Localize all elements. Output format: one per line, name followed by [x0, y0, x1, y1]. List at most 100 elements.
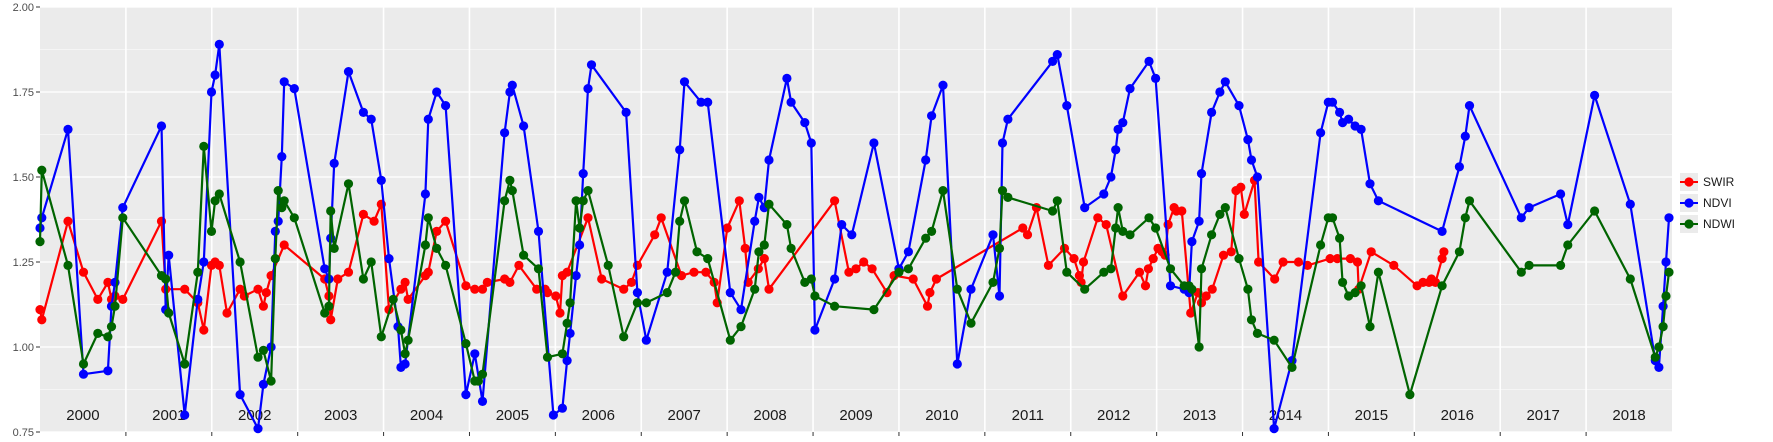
data-point-ndvi	[461, 390, 471, 400]
data-point-swir	[764, 284, 774, 294]
data-point-swir	[279, 240, 289, 250]
series-swir	[35, 175, 1449, 335]
data-point-ndwi	[235, 257, 245, 267]
data-point-swir	[1148, 254, 1158, 264]
data-point-ndwi	[571, 196, 581, 206]
data-point-ndwi	[830, 301, 840, 311]
data-point-swir	[441, 216, 451, 226]
data-point-swir	[1352, 257, 1363, 267]
data-point-ndvi	[235, 390, 245, 400]
data-point-swir	[619, 284, 629, 294]
data-point-swir	[1345, 254, 1355, 264]
data-point-ndwi	[253, 352, 263, 362]
data-point-ndwi	[358, 274, 368, 284]
data-point-swir	[1177, 206, 1187, 216]
data-point-ndwi	[952, 284, 962, 294]
data-point-ndvi	[1048, 56, 1058, 66]
data-point-swir	[1239, 209, 1249, 219]
data-point-ndvi	[1113, 124, 1123, 134]
data-point-swir	[235, 284, 245, 294]
data-point-swir	[1078, 257, 1089, 267]
data-point-ndwi	[1516, 267, 1526, 277]
data-point-ndvi	[1144, 56, 1154, 66]
data-point-ndwi	[662, 288, 672, 298]
data-point-ndvi	[420, 189, 430, 199]
data-point-ndvi	[441, 101, 451, 111]
data-point-ndvi	[750, 216, 760, 226]
data-point-ndwi	[754, 247, 764, 257]
data-point-ndwi	[376, 332, 386, 342]
data-point-ndwi	[1563, 240, 1573, 250]
data-point-ndvi	[1118, 118, 1128, 128]
data-point-swir	[859, 257, 869, 267]
data-point-swir	[37, 315, 47, 325]
data-point-swir	[369, 216, 379, 226]
data-point-ndvi	[703, 97, 713, 107]
data-point-ndvi	[679, 77, 690, 87]
data-point-swir	[931, 274, 942, 284]
data-point-ndwi	[423, 213, 433, 223]
data-point-ndwi	[1338, 277, 1348, 287]
data-point-ndwi	[214, 189, 224, 199]
year-label-2015: 2015	[1355, 407, 1388, 424]
data-point-swir	[597, 274, 607, 284]
data-point-ndwi	[1590, 206, 1600, 216]
data-point-ndwi	[1052, 196, 1062, 206]
data-point-ndvi	[1524, 203, 1534, 213]
data-point-ndwi	[1650, 352, 1660, 362]
data-point-ndvi	[927, 111, 937, 121]
year-label-2013: 2013	[1183, 407, 1216, 424]
data-point-swir	[326, 315, 336, 325]
data-point-ndwi	[258, 345, 268, 355]
data-point-ndvi	[199, 257, 209, 267]
data-point-ndwi	[343, 179, 354, 189]
data-point-ndvi	[952, 359, 962, 369]
data-point-ndwi	[1460, 213, 1470, 223]
data-point-ndvi	[1111, 145, 1121, 155]
data-point-ndvi	[903, 247, 914, 257]
legend-label-ndvi: NDVI	[1703, 196, 1732, 210]
data-point-swir	[851, 264, 861, 274]
data-point-ndvi	[400, 359, 410, 369]
legend-key-point	[1684, 219, 1694, 229]
data-point-ndvi	[725, 288, 735, 298]
data-point-ndvi	[63, 124, 73, 134]
data-point-swir	[253, 284, 263, 294]
data-point-ndwi	[161, 274, 171, 284]
data-point-ndwi	[1437, 281, 1447, 291]
data-point-ndvi	[1437, 226, 1447, 236]
data-point-swir	[103, 277, 113, 287]
data-point-ndwi	[1220, 203, 1230, 213]
data-point-swir	[1226, 247, 1236, 257]
data-point-swir	[551, 291, 561, 301]
year-label-2007: 2007	[668, 407, 701, 424]
data-point-ndwi	[1187, 284, 1197, 294]
year-label-2006: 2006	[582, 407, 615, 424]
y-tick-label: 1.75	[13, 87, 34, 99]
data-point-ndvi	[78, 369, 89, 379]
data-point-swir	[1143, 264, 1153, 274]
year-label-2003: 2003	[324, 407, 357, 424]
data-point-ndwi	[329, 243, 339, 253]
data-point-ndvi	[1460, 131, 1470, 141]
data-point-ndvi	[1165, 281, 1176, 291]
data-point-ndvi	[1327, 97, 1338, 107]
data-point-ndvi	[1664, 213, 1674, 223]
data-point-swir	[343, 267, 354, 277]
data-point-swir	[740, 243, 750, 253]
data-point-ndvi	[1563, 220, 1573, 230]
data-point-ndvi	[575, 240, 585, 250]
data-point-ndvi	[586, 60, 597, 70]
data-point-ndwi	[1287, 362, 1297, 372]
data-point-swir	[1140, 281, 1151, 291]
data-point-ndvi	[583, 84, 593, 94]
data-point-ndwi	[324, 301, 334, 311]
y-tick-label: 1.25	[13, 257, 34, 269]
data-point-ndvi	[279, 77, 289, 87]
data-point-swir	[199, 325, 209, 335]
data-point-swir	[632, 260, 643, 270]
data-point-swir	[118, 294, 128, 304]
data-point-ndwi	[1111, 223, 1121, 233]
data-point-ndvi	[557, 403, 568, 413]
data-point-swir	[925, 288, 935, 298]
